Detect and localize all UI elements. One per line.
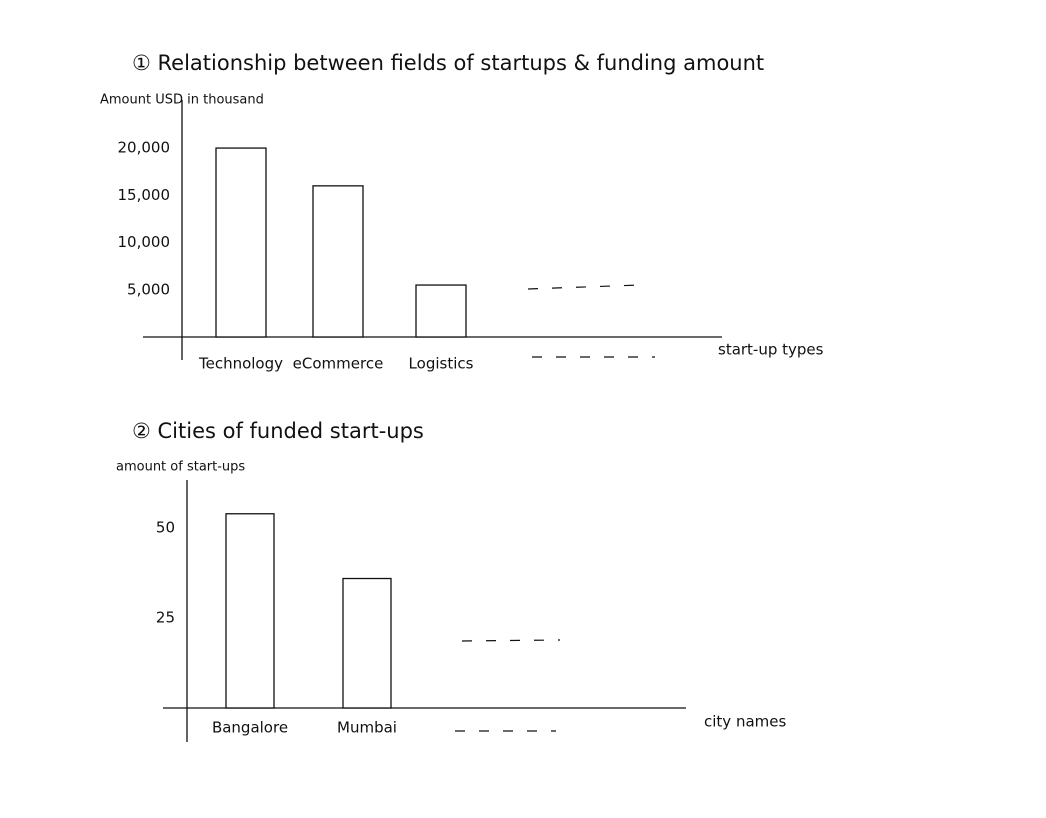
y-tick-label: 50 <box>156 519 175 537</box>
x-tick-label: Mumbai <box>337 719 397 737</box>
x-tick-label: Logistics <box>409 355 474 373</box>
bar <box>225 513 275 709</box>
x-tick-label: Bangalore <box>212 719 288 737</box>
y-tick-label: 15,000 <box>118 186 171 204</box>
y-tick-label: 25 <box>156 609 175 627</box>
y-tick-label: 10,000 <box>118 233 171 251</box>
bar <box>312 185 364 338</box>
x-tick-label: Technology <box>198 355 283 373</box>
placeholder-bars <box>461 639 561 642</box>
bar <box>215 147 267 338</box>
bar <box>342 577 392 709</box>
x-axis-label: city names <box>704 713 786 731</box>
y-tick-label: 5,000 <box>127 280 170 298</box>
x-tick-label: eCommerce <box>293 355 384 373</box>
x-axis-label: start-up types <box>718 341 824 359</box>
y-tick-label: 20,000 <box>118 139 171 157</box>
y-axis-label: amount of start-ups <box>116 460 245 475</box>
chart-title: ② Cities of funded start-ups <box>132 419 424 443</box>
chart-title: ① Relationship between fields of startup… <box>132 51 764 75</box>
bar <box>415 284 467 338</box>
placeholder-bars <box>527 284 641 290</box>
